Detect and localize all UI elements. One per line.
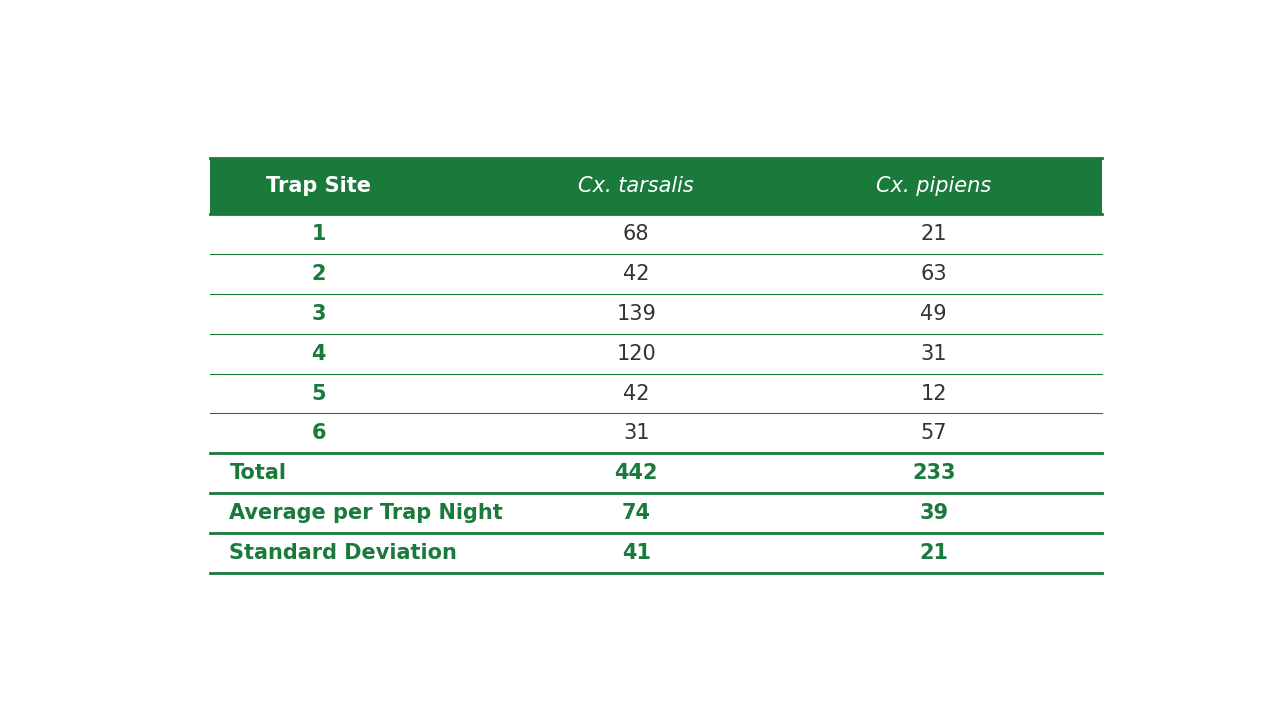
- Text: 57: 57: [920, 423, 947, 444]
- Text: 68: 68: [623, 224, 649, 244]
- Text: 21: 21: [919, 543, 948, 563]
- Text: 120: 120: [616, 343, 657, 364]
- Text: 49: 49: [920, 304, 947, 324]
- Text: 31: 31: [623, 423, 649, 444]
- Text: 442: 442: [614, 464, 658, 483]
- Text: 5: 5: [311, 384, 326, 403]
- Text: 42: 42: [623, 384, 649, 403]
- Text: 4: 4: [311, 343, 326, 364]
- Text: 63: 63: [920, 264, 947, 284]
- Text: 12: 12: [920, 384, 947, 403]
- Text: Cx. tarsalis: Cx. tarsalis: [579, 176, 694, 196]
- Text: 42: 42: [623, 264, 649, 284]
- Text: 21: 21: [920, 224, 947, 244]
- Text: 31: 31: [920, 343, 947, 364]
- Text: 1: 1: [311, 224, 326, 244]
- Text: 233: 233: [913, 464, 955, 483]
- Text: Cx. pipiens: Cx. pipiens: [876, 176, 992, 196]
- Text: Average per Trap Night: Average per Trap Night: [229, 503, 503, 523]
- Text: 74: 74: [622, 503, 650, 523]
- Text: 39: 39: [919, 503, 948, 523]
- Text: 139: 139: [616, 304, 657, 324]
- Text: Total: Total: [229, 464, 287, 483]
- Text: 6: 6: [311, 423, 326, 444]
- Text: 2: 2: [311, 264, 326, 284]
- Text: 3: 3: [311, 304, 326, 324]
- Text: Trap Site: Trap Site: [266, 176, 371, 196]
- Text: 41: 41: [622, 543, 650, 563]
- Text: Standard Deviation: Standard Deviation: [229, 543, 457, 563]
